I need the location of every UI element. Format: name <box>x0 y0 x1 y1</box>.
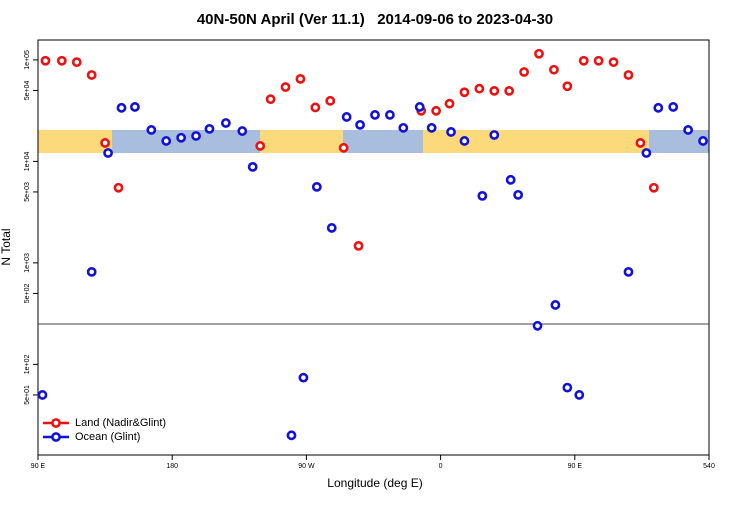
point <box>103 148 113 158</box>
legend-marker <box>51 418 61 428</box>
y-axis-label: N Total <box>0 228 13 265</box>
legend-label: Land (Nadir&Glint) <box>75 417 166 429</box>
point <box>116 102 127 113</box>
point <box>86 267 97 277</box>
y-tick-label: 5e+03 <box>24 182 31 202</box>
point <box>311 181 322 192</box>
point <box>641 148 652 158</box>
y-tick-label: 1e+02 <box>24 354 31 374</box>
point <box>398 122 409 133</box>
chart-title: 40N-50N April (Ver 11.1) 2014-09-06 to 2… <box>197 11 553 28</box>
point <box>668 102 679 112</box>
point <box>247 161 258 172</box>
x-tick-label: 90 E <box>31 463 46 470</box>
point <box>40 55 51 66</box>
point <box>295 73 306 84</box>
y-tick-label: 1e+04 <box>24 151 31 171</box>
point <box>505 174 516 185</box>
x-axis-label: Longitude (deg E) <box>327 476 422 490</box>
point <box>86 70 97 80</box>
point <box>608 57 619 68</box>
point <box>341 112 352 122</box>
point <box>204 123 215 134</box>
point <box>426 122 437 133</box>
point <box>698 136 708 146</box>
point <box>562 382 573 393</box>
point <box>623 267 634 277</box>
legend-label: Ocean (Glint) <box>75 431 140 443</box>
point <box>648 182 659 193</box>
point <box>431 105 442 116</box>
map-ocean <box>343 130 423 153</box>
point <box>513 189 524 200</box>
point <box>176 132 187 143</box>
point <box>310 102 321 113</box>
point <box>237 126 248 136</box>
y-tick-label: 5e+01 <box>24 385 31 405</box>
point <box>623 70 634 80</box>
point <box>255 141 266 151</box>
point <box>683 125 694 135</box>
map-ocean <box>649 130 709 153</box>
point <box>446 127 456 137</box>
point <box>534 48 544 59</box>
point <box>549 64 559 75</box>
point <box>355 119 365 130</box>
point <box>474 83 485 94</box>
point <box>130 102 140 112</box>
point <box>385 110 395 120</box>
point <box>286 430 297 441</box>
point <box>146 125 157 135</box>
point <box>265 94 276 105</box>
point <box>414 102 425 112</box>
point <box>562 81 573 92</box>
point <box>444 98 455 109</box>
point <box>161 136 172 146</box>
x-tick-label: 180 <box>166 463 178 470</box>
point <box>459 87 470 98</box>
point <box>298 372 309 383</box>
point <box>220 118 231 128</box>
point <box>574 390 585 400</box>
point <box>519 67 530 77</box>
plot-frame <box>37 39 710 456</box>
point <box>653 102 664 113</box>
point <box>635 138 646 148</box>
x-tick-label: 90 W <box>298 463 315 470</box>
point <box>56 55 67 66</box>
point <box>71 57 82 68</box>
point <box>459 136 470 146</box>
point <box>326 223 337 233</box>
point <box>578 55 589 66</box>
y-tick-label: 1e+03 <box>24 253 31 273</box>
point <box>280 82 291 92</box>
point <box>353 241 364 251</box>
point <box>37 390 48 400</box>
x-tick-label: 0 <box>439 463 443 470</box>
point <box>593 55 604 66</box>
y-tick-label: 5e+04 <box>24 81 31 101</box>
point <box>489 130 500 140</box>
point <box>489 85 500 96</box>
point <box>477 191 488 201</box>
point <box>532 320 543 331</box>
map-ocean <box>112 130 260 153</box>
point <box>191 131 201 141</box>
point <box>113 182 124 193</box>
x-tick-label: 540 <box>703 463 715 470</box>
point <box>325 95 336 106</box>
x-tick-label: 90 E <box>568 463 583 470</box>
y-tick-label: 1e+05 <box>24 50 31 70</box>
point <box>338 142 349 153</box>
point <box>550 300 561 310</box>
legend-marker <box>51 432 61 442</box>
point <box>100 138 110 148</box>
point <box>504 85 515 96</box>
point <box>370 110 380 120</box>
map-strip <box>38 130 709 153</box>
y-tick-label: 5e+02 <box>24 284 31 304</box>
